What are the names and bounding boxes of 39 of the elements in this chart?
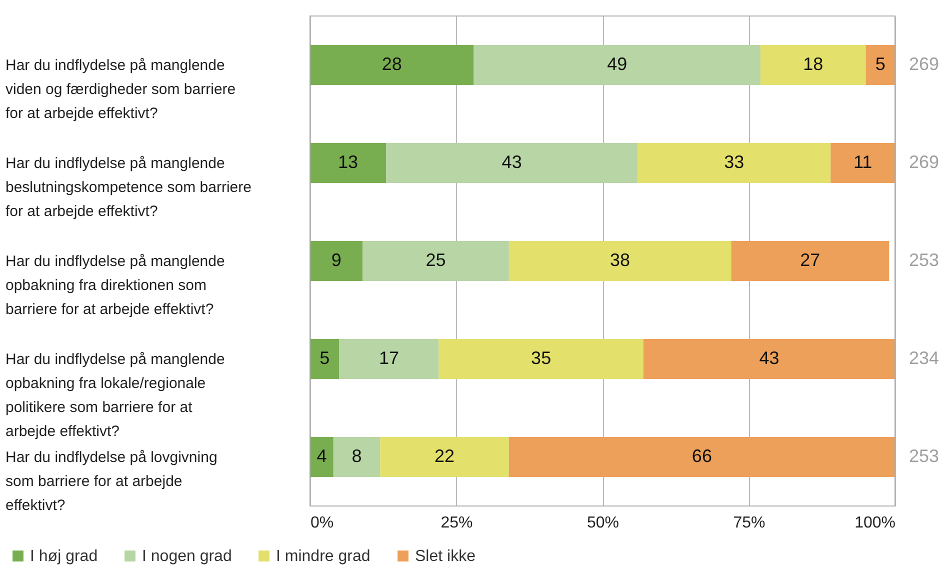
legend-label: Slet ikke	[415, 548, 476, 565]
x-tick-label: 100%	[854, 514, 896, 532]
legend-label: I nogen grad	[142, 548, 232, 565]
data-label: 66	[692, 446, 712, 466]
text: 253	[909, 250, 940, 270]
data-label: 27	[800, 250, 820, 270]
data-label: 5	[875, 54, 886, 74]
text: 234	[909, 348, 940, 368]
y-tick-label: Har du indflydelse på manglende opbakning fra direktionen som barriere for at arbejde effektivt?	[6, 253, 225, 318]
data-label: 4	[316, 446, 327, 466]
data-label: 5	[320, 348, 330, 368]
data-label: 25	[426, 250, 446, 270]
data-label: 43	[502, 152, 522, 172]
x-tick-label: 75%	[733, 514, 766, 532]
text: 269	[909, 54, 940, 74]
x-tick-label: 0%	[310, 514, 334, 532]
data-label: 18	[803, 54, 824, 74]
y-tick-label: Har du indflydelse på lovgivning som barriere for at arbejde effektivt?	[6, 449, 218, 514]
legend-label: I mindre grad	[276, 548, 370, 565]
y-tick-label: Har du indflydelse på manglende viden og færdigheder som barriere for at arbejde effektivt?	[6, 57, 236, 122]
data-label: 17	[378, 348, 399, 368]
data-label: 28	[382, 54, 402, 74]
data-label: 8	[352, 446, 362, 466]
data-label: 13	[338, 152, 358, 172]
x-tick-label: 25%	[440, 514, 473, 532]
data-label: 38	[610, 250, 630, 270]
data-label: 33	[724, 152, 744, 172]
legend-label: I høj grad	[30, 548, 98, 565]
y-tick-label: Har du indflydelse på manglende opbakning fra lokale/regionale politikere som barriere for at arbejde effektivt?	[6, 351, 225, 440]
data-label: 11	[853, 152, 872, 172]
data-label: 49	[607, 54, 628, 74]
data-label: 22	[434, 446, 455, 466]
y-tick-label: Har du indflydelse på manglende beslutningskompetence som barriere for at arbejde effektivt?	[6, 155, 252, 220]
text: 269	[909, 152, 940, 172]
x-tick-label: 50%	[586, 514, 620, 532]
data-label: 9	[331, 250, 342, 270]
text: 253	[909, 446, 940, 466]
data-label: 35	[531, 348, 552, 368]
data-label: 43	[759, 348, 780, 368]
